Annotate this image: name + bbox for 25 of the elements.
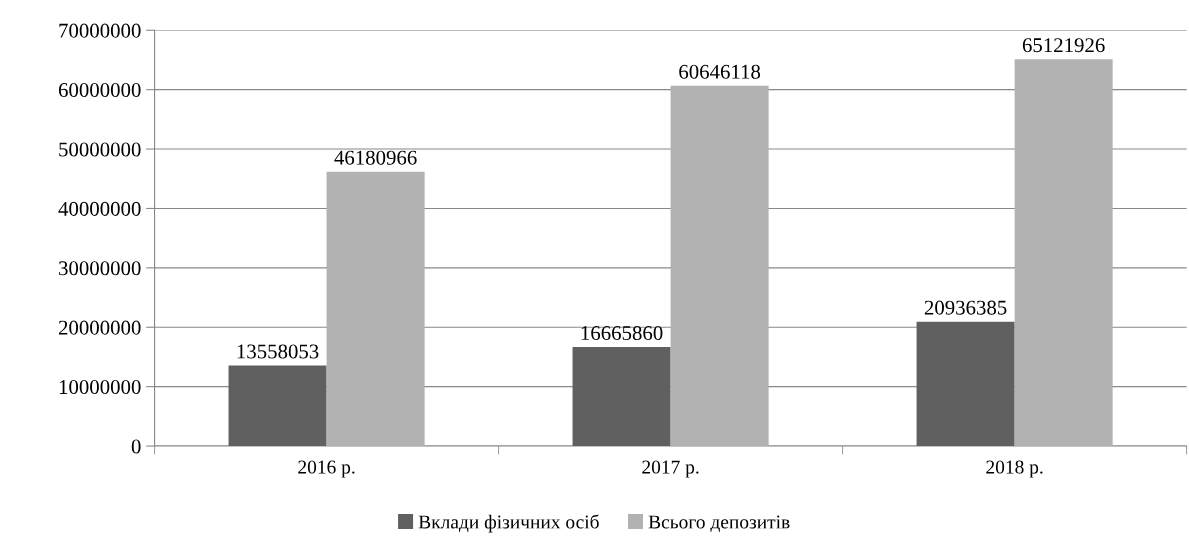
legend-label: Вклади фізичних осіб: [418, 514, 599, 533]
data-label: 60646118: [679, 64, 761, 79]
data-label: 20936385: [924, 300, 1007, 315]
y-tick-label: 10000000: [59, 380, 141, 395]
data-label: 13558053: [237, 344, 319, 359]
bar: [670, 85, 769, 447]
y-tick-label: 70000000: [59, 23, 141, 38]
bar: [326, 171, 425, 447]
y-tick-label: 30000000: [59, 261, 141, 276]
data-label: 46180966: [334, 150, 417, 165]
x-tick-label: 2018 р.: [986, 460, 1043, 478]
y-tick-label: 40000000: [58, 201, 141, 216]
y-tick-label: 60000000: [58, 83, 141, 98]
bar: [228, 365, 327, 447]
bar: [916, 321, 1015, 447]
bar: [572, 347, 671, 447]
x-tick-label: 2016 р.: [298, 460, 355, 478]
bar: [1014, 59, 1113, 447]
data-label: 65121926: [1022, 38, 1105, 53]
y-tick-label: 0: [131, 439, 141, 454]
y-tick-label: 50000000: [59, 142, 141, 157]
x-tick-label: 2017 р.: [642, 460, 699, 478]
y-tick-label: 20000000: [58, 320, 141, 335]
legend-label: Всього депозитів: [648, 515, 790, 533]
data-label: 16665860: [581, 325, 663, 341]
